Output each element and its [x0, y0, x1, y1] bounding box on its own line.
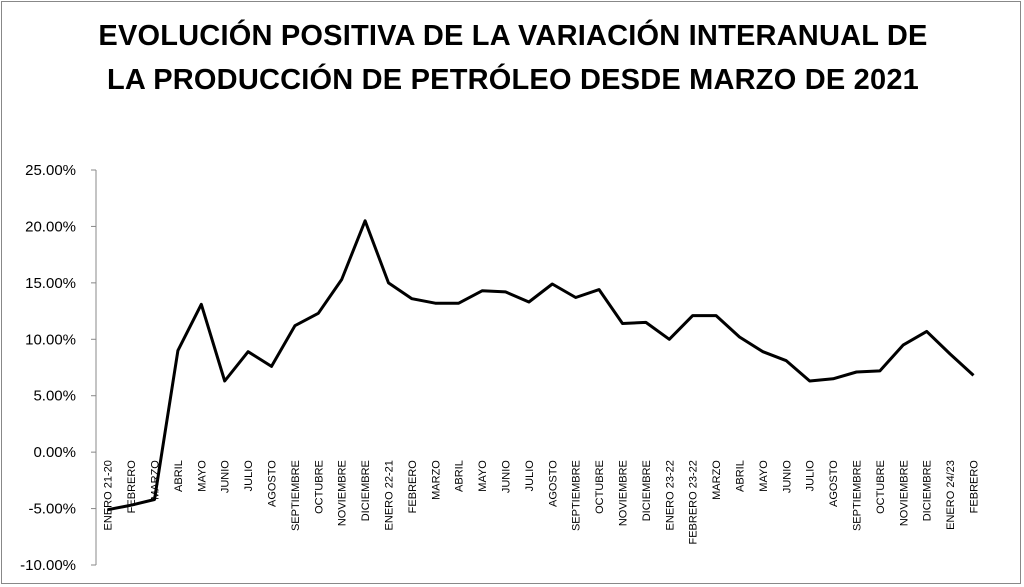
- x-tick-label: JUNIO: [781, 460, 793, 493]
- x-tick-label: MAYO: [196, 460, 208, 492]
- x-tick-label: JUNIO: [220, 460, 232, 493]
- x-tick-label: MAYO: [477, 460, 489, 492]
- x-tick-label: OCTUBRE: [875, 460, 887, 514]
- y-tick-label: 15.00%: [25, 275, 76, 292]
- series-line: [107, 219, 975, 512]
- x-tick-label: ABRIL: [454, 460, 466, 492]
- x-tick-label: DICIEMBRE: [641, 460, 653, 521]
- x-tick-label: OCTUBRE: [594, 460, 606, 514]
- x-tick-label: JUNIO: [501, 460, 513, 493]
- y-tick-label: -10.00%: [20, 557, 76, 574]
- y-tick-label: 10.00%: [25, 331, 76, 348]
- x-tick-label: ENERO 24/23: [945, 460, 957, 530]
- x-tick-label: ABRIL: [735, 460, 747, 492]
- x-tick-label: DICIEMBRE: [360, 460, 372, 521]
- x-tick-label: NOVIEMBRE: [618, 460, 630, 526]
- x-tick-label: JULIO: [805, 460, 817, 492]
- x-tick-label: SEPTIEMBRE: [852, 460, 864, 531]
- y-tick-label: 0.00%: [33, 444, 76, 461]
- x-tick-label: DICIEMBRE: [922, 460, 934, 521]
- x-tick-label: FEBRERO: [126, 460, 138, 514]
- x-tick-label: FEBRERO: [407, 460, 419, 514]
- x-tick-label: MARZO: [430, 460, 442, 500]
- x-tick-label: MAYO: [758, 460, 770, 492]
- x-axis: ENERO 21-20 FEBRERO MARZO ABRIL MAYO JUNIO JUL…: [103, 460, 981, 545]
- x-tick-label: OCTUBRE: [313, 460, 325, 514]
- y-tick-label: 20.00%: [25, 218, 76, 235]
- x-tick-label: JULIO: [243, 460, 255, 492]
- y-tick-label: 25.00%: [25, 162, 76, 179]
- x-tick-label: AGOSTO: [267, 460, 279, 507]
- x-tick-label: AGOSTO: [547, 460, 559, 507]
- y-tick-label: -5.00%: [28, 501, 76, 518]
- y-axis: -10.00% -5.00% 0.00% 5.00% 10.00% 15.00% 20.00…: [20, 162, 96, 574]
- x-tick-label: FEBRERO: [969, 460, 981, 514]
- x-tick-label: MARZO: [711, 460, 723, 500]
- x-tick-label: SEPTIEMBRE: [571, 460, 583, 531]
- x-tick-label: ENERO 21-20: [103, 460, 115, 530]
- x-tick-label: NOVIEMBRE: [898, 460, 910, 526]
- x-tick-label: JULIO: [524, 460, 536, 492]
- x-tick-label: AGOSTO: [828, 460, 840, 507]
- x-tick-label: NOVIEMBRE: [337, 460, 349, 526]
- chart-title: EVOLUCIÓN POSITIVA DE LA VARIACIÓN INTER…: [98, 20, 928, 96]
- x-tick-label: ABRIL: [173, 460, 185, 492]
- y-tick-label: 5.00%: [33, 388, 76, 405]
- x-tick-label: ENERO 23-22: [664, 460, 676, 530]
- x-tick-label: FEBRERO 23-22: [688, 460, 700, 544]
- x-tick-label: SEPTIEMBRE: [290, 460, 302, 531]
- x-tick-label: ENERO 22-21: [384, 460, 396, 530]
